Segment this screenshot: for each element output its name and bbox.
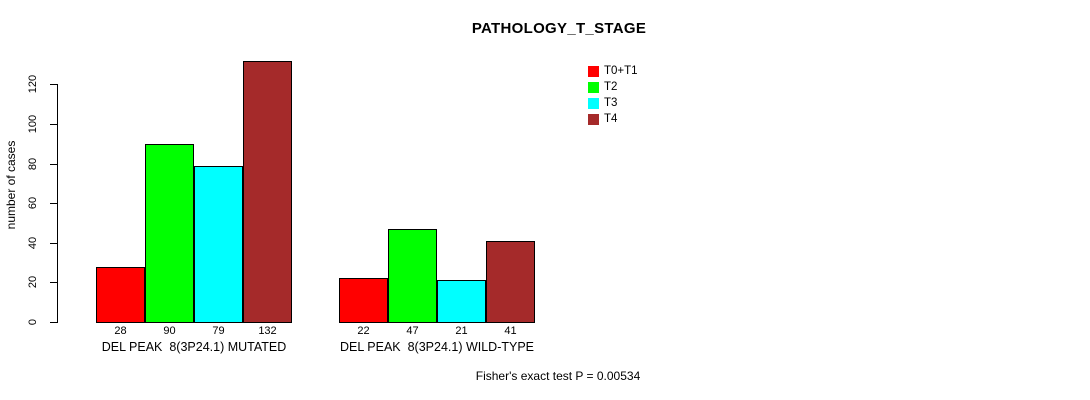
- legend-label: T2: [604, 81, 618, 93]
- y-tick-mark: [50, 124, 58, 125]
- bar-t4-group1: [243, 61, 292, 323]
- legend: T0+T1 T2 T3 T4: [588, 63, 638, 127]
- y-tick-label: 0: [27, 318, 39, 326]
- y-tick-label: 20: [27, 275, 39, 289]
- bar-value-label: 41: [504, 325, 517, 337]
- bar-t0-t1-group1: [96, 267, 145, 323]
- y-tick-label: 120: [27, 74, 39, 94]
- bar-t3-group1: [194, 166, 243, 323]
- bar-value-label: 28: [114, 325, 127, 337]
- bar-value-label: 79: [212, 325, 225, 337]
- y-tick-label: 60: [27, 196, 39, 210]
- bar-t2-group1: [145, 144, 194, 323]
- bar-t4-group2: [486, 241, 535, 323]
- bar-t2-group2: [388, 229, 437, 323]
- bar-value-label: 47: [406, 325, 419, 337]
- x-group-label: DEL PEAK 8(3P24.1) WILD-TYPE: [339, 340, 535, 354]
- y-tick-mark: [50, 243, 58, 244]
- legend-swatch: [588, 81, 599, 93]
- legend-swatch: [588, 65, 599, 77]
- legend-item: T2: [588, 79, 638, 95]
- legend-swatch: [588, 113, 599, 125]
- bar-value-label: 21: [455, 325, 468, 337]
- y-tick-label: 80: [27, 157, 39, 171]
- bar-value-label: 22: [357, 325, 370, 337]
- chart-title: PATHOLOGY_T_STAGE: [471, 20, 647, 37]
- x-group-label: DEL PEAK 8(3P24.1) MUTATED: [101, 340, 287, 354]
- y-tick-mark: [50, 84, 58, 85]
- bar-value-label: 90: [163, 325, 176, 337]
- stat-annotation: Fisher's exact test P = 0.00534: [475, 369, 641, 383]
- y-tick-mark: [50, 203, 58, 204]
- legend-item: T0+T1: [588, 63, 638, 79]
- bar-t0-t1-group2: [339, 278, 388, 323]
- y-tick-mark: [50, 282, 58, 283]
- y-tick-mark: [50, 322, 58, 323]
- bar-t3-group2: [437, 280, 486, 323]
- y-tick-mark: [50, 164, 58, 165]
- y-tick-label: 100: [27, 114, 39, 134]
- legend-swatch: [588, 97, 599, 109]
- bar-value-label: 132: [258, 325, 277, 337]
- legend-label: T4: [604, 113, 618, 125]
- y-tick-label: 40: [27, 236, 39, 250]
- legend-label: T0+T1: [604, 65, 638, 77]
- legend-label: T3: [604, 97, 618, 109]
- legend-item: T3: [588, 95, 638, 111]
- legend-item: T4: [588, 111, 638, 127]
